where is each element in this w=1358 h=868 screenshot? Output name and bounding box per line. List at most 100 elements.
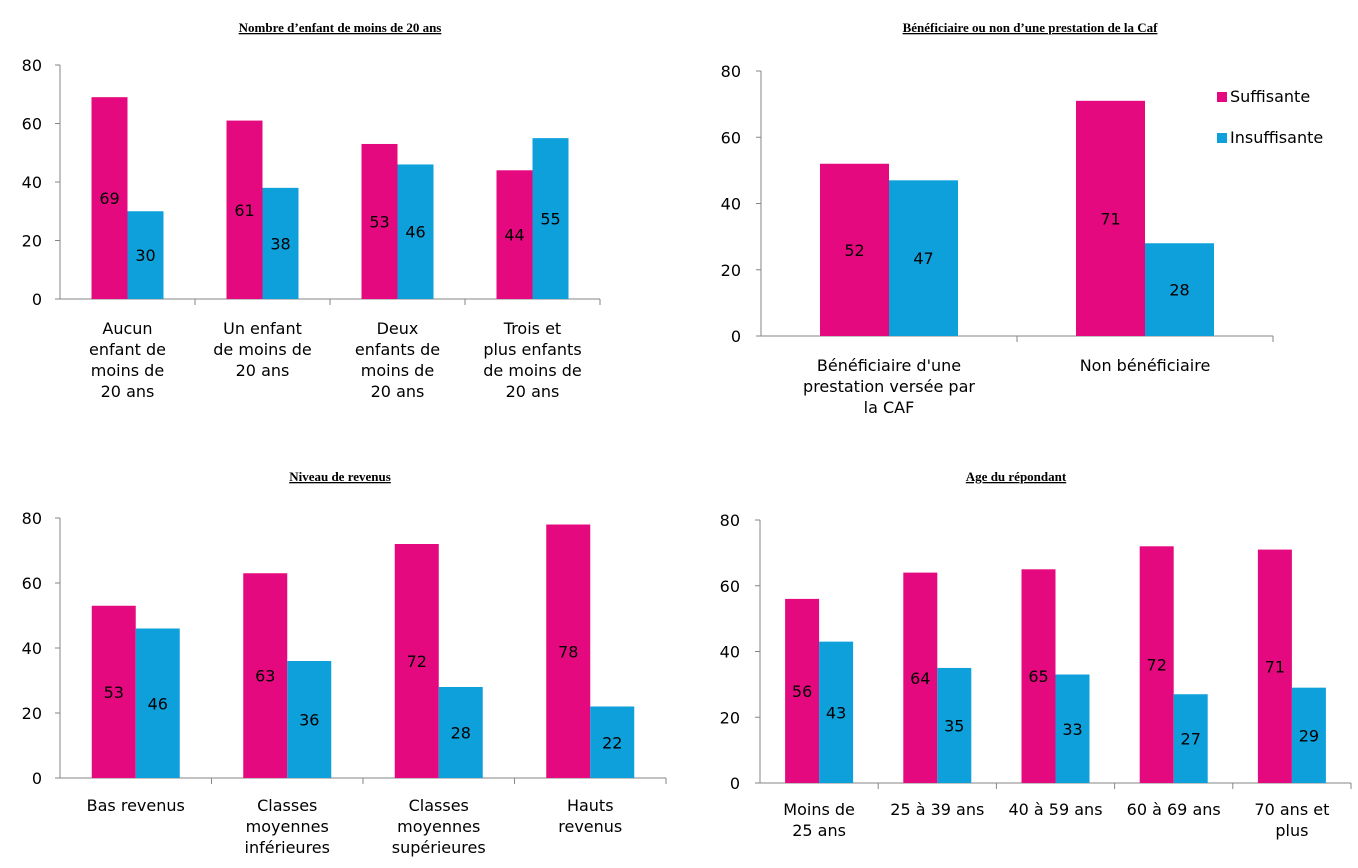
data-label: 53 [104, 683, 124, 702]
data-label: 46 [405, 223, 425, 242]
bar-insuffisante [135, 628, 180, 778]
bar-insuffisante [1173, 694, 1208, 783]
data-label: 44 [504, 226, 524, 245]
y-tick-label: 0 [32, 769, 42, 788]
bar-suffisante [91, 97, 128, 299]
data-label: 64 [910, 669, 930, 688]
y-tick-label: 80 [720, 511, 740, 530]
y-tick-label: 60 [22, 115, 42, 134]
data-label: 28 [1169, 281, 1189, 300]
bar-suffisante [394, 544, 439, 778]
data-label: 43 [826, 703, 846, 722]
bar-suffisante [1076, 100, 1145, 336]
bar-suffisante [1257, 549, 1292, 783]
category-label: Non bénéficiaire [1080, 356, 1211, 375]
category-label: 60 à 69 ans [1127, 800, 1221, 819]
chart-svg-income-level: Niveau de revenus 0 20 40 60 80 53 46 Bas revenu… [22, 469, 667, 857]
data-label: 63 [255, 667, 275, 686]
bar-insuffisante [590, 706, 635, 778]
category-label: 70 ans et plus [1254, 800, 1329, 840]
bar-suffisante [1139, 546, 1174, 783]
data-label: 72 [407, 652, 427, 671]
data-label: 22 [602, 733, 622, 752]
bar-insuffisante [397, 164, 434, 299]
y-tick-label: 20 [721, 261, 741, 280]
chart-respondent-age: Age du répondant 0 20 40 60 80 56 43 Moins de 25 … [679, 434, 1358, 868]
y-tick-label: 80 [721, 62, 741, 81]
data-label: 38 [270, 234, 290, 253]
y-tick-label: 20 [720, 708, 740, 727]
bar-insuffisante [438, 687, 483, 778]
category-label: Hauts revenus [558, 796, 622, 836]
y-tick-label: 60 [720, 577, 740, 596]
y-tick-label: 0 [730, 774, 740, 793]
bar-suffisante [820, 163, 889, 336]
chart-title: Nombre d’enfant de moins de 20 ans [239, 20, 442, 35]
data-label: 33 [1062, 720, 1082, 739]
legend-swatch-suffisante [1217, 92, 1227, 102]
bar-insuffisante [1145, 243, 1214, 336]
data-label: 71 [1100, 209, 1120, 228]
data-label: 27 [1181, 730, 1201, 749]
data-label: 47 [913, 249, 933, 268]
data-label: 55 [540, 210, 560, 229]
bar-insuffisante [819, 641, 854, 783]
data-label: 72 [1147, 656, 1167, 675]
data-label: 61 [234, 201, 254, 220]
data-label: 65 [1028, 667, 1048, 686]
bar-suffisante [496, 170, 533, 299]
chart-svg-respondent-age: Age du répondant 0 20 40 60 80 56 43 Moins de 25 … [720, 469, 1352, 840]
y-tick-label: 20 [22, 232, 42, 251]
bar-insuffisante [1291, 687, 1326, 783]
chart-svg-caf-benefit: Bénéficiaire ou non d’une prestation de … [721, 20, 1324, 417]
data-label: 29 [1299, 726, 1319, 745]
category-label: Aucun enfant de moins de 20 ans [89, 319, 166, 401]
legend-label-insuffisante: Insuffisante [1230, 128, 1323, 147]
category-label: Moins de 25 ans [783, 800, 855, 840]
bar-insuffisante [262, 187, 299, 299]
y-tick-label: 40 [22, 639, 42, 658]
chart-title: Bénéficiaire ou non d’une prestation de … [903, 20, 1159, 35]
category-label: Trois et plus enfants de moins de 20 ans [483, 319, 581, 401]
y-tick-label: 20 [22, 704, 42, 723]
data-label: 71 [1265, 657, 1285, 676]
y-tick-label: 0 [731, 327, 741, 346]
category-label: Deux enfants de moins de 20 ans [355, 319, 440, 401]
y-tick-label: 80 [22, 509, 42, 528]
data-label: 36 [299, 711, 319, 730]
data-label: 52 [844, 241, 864, 260]
bar-insuffisante [937, 667, 972, 783]
category-label: Classes moyennes inférieures [245, 796, 330, 857]
data-label: 53 [369, 212, 389, 231]
category-label: 40 à 59 ans [1008, 800, 1102, 819]
y-tick-label: 40 [22, 173, 42, 192]
chart-title: Age du répondant [966, 469, 1067, 484]
category-label: Classes moyennes supérieures [392, 796, 486, 857]
chart-caf-benefit: Bénéficiaire ou non d’une prestation de … [679, 0, 1358, 434]
y-tick-label: 80 [22, 56, 42, 75]
bar-suffisante [1021, 569, 1056, 783]
bar-suffisante [361, 143, 398, 299]
legend-swatch-insuffisante [1217, 133, 1227, 143]
bar-suffisante [546, 524, 591, 778]
bar-insuffisante [127, 211, 164, 299]
y-tick-label: 40 [721, 195, 741, 214]
bar-suffisante [91, 605, 136, 778]
bar-suffisante [226, 120, 263, 299]
y-tick-label: 0 [32, 290, 42, 309]
chart-children-count: Nombre d’enfant de moins de 20 ans 0 20 40 6… [0, 0, 679, 434]
category-label: Bas revenus [87, 796, 185, 815]
chart-income-level: Niveau de revenus 0 20 40 60 80 53 46 Bas revenu… [0, 434, 679, 868]
category-label: Un enfant de moins de 20 ans [213, 319, 311, 380]
bar-insuffisante [1055, 674, 1090, 783]
bar-suffisante [903, 572, 938, 783]
data-label: 69 [99, 189, 119, 208]
data-label: 56 [792, 682, 812, 701]
bar-insuffisante [532, 138, 569, 299]
data-label: 46 [148, 694, 168, 713]
bar-insuffisante [889, 180, 958, 336]
chart-svg-children-count: Nombre d’enfant de moins de 20 ans 0 20 40 6… [22, 20, 601, 401]
data-label: 28 [451, 724, 471, 743]
y-tick-label: 60 [721, 128, 741, 147]
bar-suffisante [785, 598, 820, 783]
